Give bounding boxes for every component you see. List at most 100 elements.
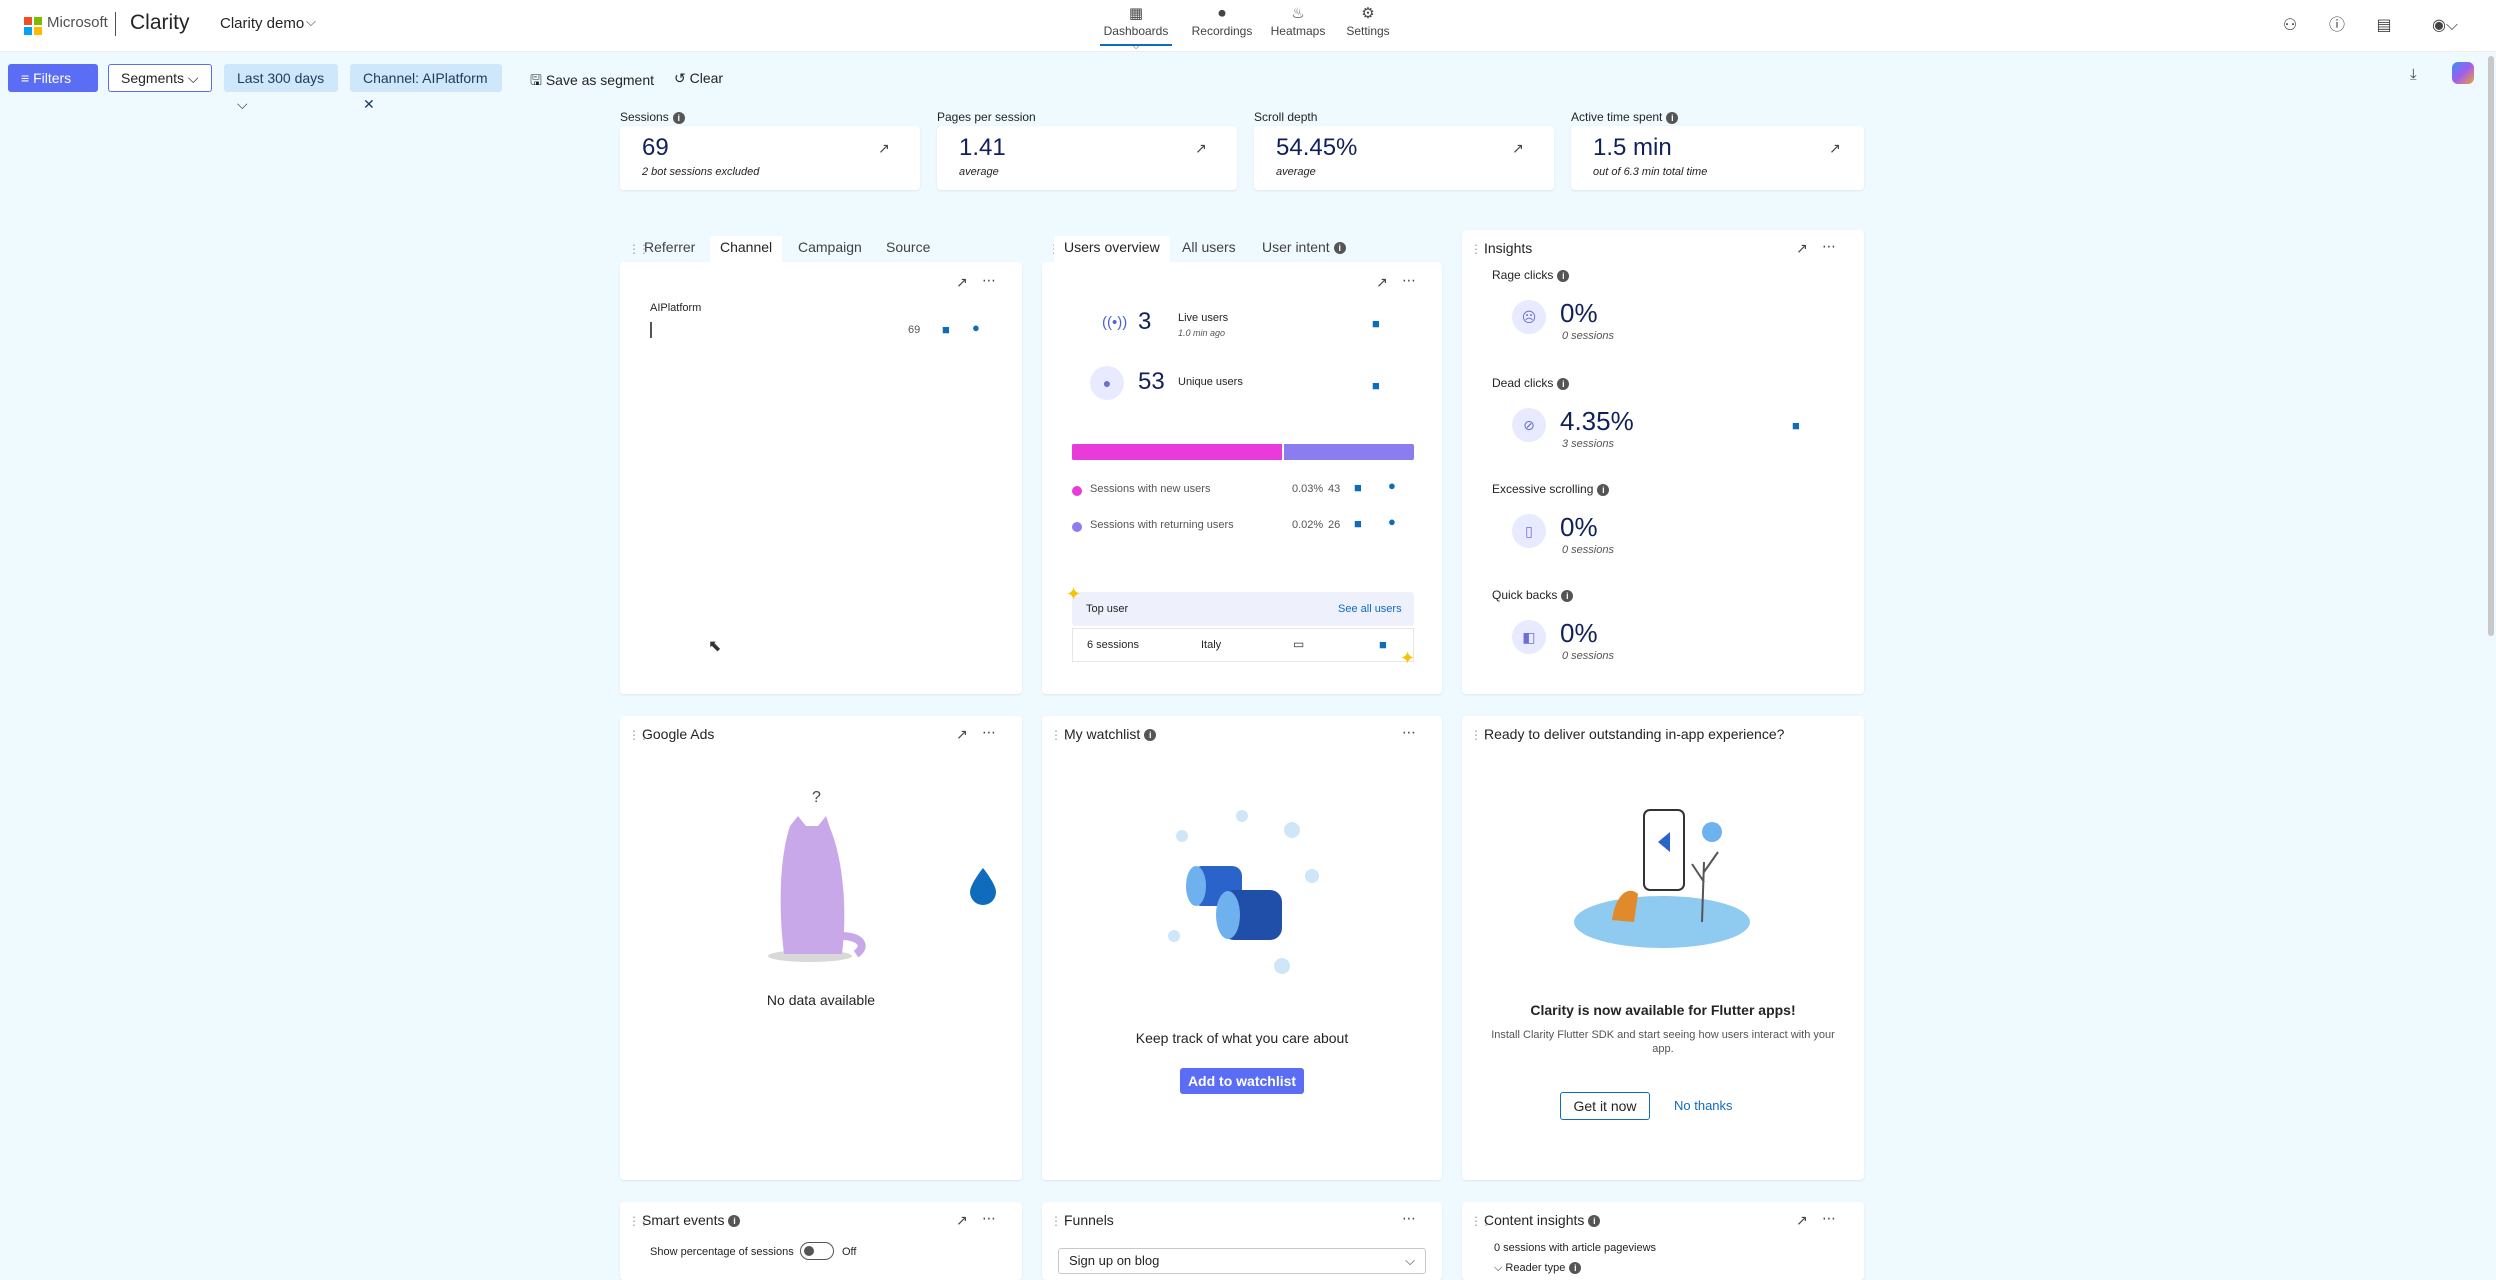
document-icon[interactable]: ▤ — [2376, 17, 2392, 34]
tab-user-intent[interactable]: User intent i — [1252, 236, 1356, 264]
clear-button[interactable]: ↺ Clear — [674, 70, 724, 86]
trend-chart-icon[interactable]: ↗ — [956, 1212, 968, 1228]
channel-row-bar — [650, 322, 652, 338]
dashboard-icon: ▦ — [1128, 5, 1144, 22]
nav-heatmaps[interactable]: ♨ Heatmaps — [1268, 4, 1328, 46]
recording-icon[interactable]: ■ — [1354, 480, 1362, 495]
recording-icon[interactable]: ■ — [1372, 378, 1380, 393]
water-drop-icon — [970, 868, 996, 905]
project-selector[interactable]: Clarity demo — [220, 15, 305, 32]
info-icon: i — [1569, 1262, 1582, 1275]
drag-handle-icon[interactable]: ⋮⋮ — [1470, 1214, 1492, 1228]
sessions-card: 69 2 bot sessions excluded ↗ — [620, 126, 920, 190]
new-users-label: Sessions with new users — [1090, 483, 1211, 495]
add-to-watchlist-button[interactable]: Add to watchlist — [1180, 1068, 1304, 1094]
heatmap-drop-icon[interactable]: ● — [1388, 478, 1396, 493]
info-icon: i — [1144, 729, 1157, 742]
channel-filter-chip[interactable]: Channel: AIPlatform ✕ — [350, 64, 502, 112]
segments-button[interactable]: Segments ⌵ — [108, 64, 212, 92]
nav-recordings[interactable]: ⏺ Recordings — [1191, 5, 1253, 38]
nav-settings[interactable]: ⚙ Settings — [1342, 4, 1394, 46]
date-range-chip[interactable]: Last 300 days ⌵ — [224, 64, 338, 112]
trend-chart-icon[interactable]: ↗ — [1796, 1212, 1808, 1228]
insights-panel: ⋮⋮ Insights ↗ ⋯ Rage clicks i ☹ 0% 0 sess… — [1462, 230, 1864, 694]
trend-chart-icon[interactable]: ↗ — [956, 274, 968, 290]
tab-all-users[interactable]: All users — [1182, 239, 1236, 255]
nav-dashboards[interactable]: ▦ Dashboards ⌵ — [1100, 4, 1172, 51]
trend-chart-icon[interactable]: ↗ — [1512, 140, 1524, 156]
save-as-segment-button[interactable]: 🖫 Save as segment — [530, 72, 654, 88]
recording-icon[interactable]: ■ — [1354, 516, 1362, 531]
scrollbar[interactable] — [2488, 56, 2494, 636]
more-options-icon[interactable]: ⋯ — [1822, 1210, 1836, 1226]
recording-icon[interactable]: ■ — [1792, 418, 1800, 433]
close-icon[interactable]: ✕ — [363, 96, 375, 112]
funnels-panel: ⋮⋮ Funnels ⋯ Sign up on blog ⌵ — [1042, 1202, 1442, 1280]
metric-value: 69 — [642, 134, 669, 161]
app-title[interactable]: Clarity — [130, 11, 190, 34]
tab-source[interactable]: Source — [886, 239, 931, 255]
recording-icon[interactable]: ■ — [1372, 316, 1380, 331]
trend-chart-icon[interactable]: ↗ — [1829, 140, 1841, 156]
heatmap-drop-icon[interactable]: ● — [972, 320, 980, 335]
tab-channel[interactable]: Channel — [710, 236, 783, 264]
trend-chart-icon[interactable]: ↗ — [1195, 140, 1207, 156]
reader-type-toggle[interactable]: ⌵ Reader type i — [1494, 1262, 1582, 1275]
get-it-now-button[interactable]: Get it now — [1560, 1092, 1650, 1120]
more-options-icon[interactable]: ⋯ — [1402, 1210, 1416, 1226]
top-bar: Microsoft Clarity Clarity demo ⌵ ▦ Dashb… — [0, 0, 2496, 52]
drag-handle-icon[interactable]: ⋮⋮ — [1470, 242, 1492, 256]
download-icon[interactable]: ⤓ — [2410, 66, 2417, 83]
percentage-toggle[interactable] — [800, 1242, 834, 1260]
funnel-select[interactable]: Sign up on blog ⌵ — [1058, 1248, 1426, 1274]
drag-handle-icon[interactable]: ⋮⋮ — [628, 728, 650, 742]
metric-value: 1.5 min — [1593, 134, 1672, 161]
insight-value: 0% — [1560, 618, 1598, 648]
more-options-icon[interactable]: ⋯ — [982, 272, 996, 288]
help-icon[interactable]: ⓘ — [2328, 17, 2345, 34]
no-thanks-link[interactable]: No thanks — [1674, 1098, 1733, 1113]
returning-users-label: Sessions with returning users — [1090, 519, 1234, 531]
drag-handle-icon[interactable]: ⋮⋮ — [1050, 728, 1072, 742]
confused-cat-illustration: ? — [768, 789, 866, 962]
trend-chart-icon[interactable]: ↗ — [956, 726, 968, 742]
tab-users-overview[interactable]: Users overview — [1054, 236, 1170, 264]
metric-label: Active time spent i — [1571, 110, 1679, 124]
new-users-count: 43 — [1328, 483, 1341, 495]
new-users-fill — [1072, 444, 1285, 460]
info-icon: i — [1557, 269, 1570, 282]
see-all-users-link[interactable]: See all users — [1338, 603, 1402, 615]
chevron-down-icon[interactable]: ⌵ — [306, 14, 316, 29]
info-icon: i — [728, 1215, 741, 1228]
account-icon[interactable]: ◉⌵ — [2431, 17, 2459, 34]
microsoft-logo-icon — [24, 17, 42, 35]
tab-campaign[interactable]: Campaign — [798, 239, 862, 255]
filters-button[interactable]: ≡ Filters — [8, 64, 98, 92]
funnels-title: Funnels — [1064, 1212, 1114, 1228]
trend-chart-icon[interactable]: ↗ — [1376, 274, 1388, 290]
copilot-icon[interactable] — [2452, 62, 2474, 84]
trend-chart-icon[interactable]: ↗ — [878, 140, 890, 156]
watchlist-title: My watchlist i — [1064, 726, 1157, 742]
recording-icon[interactable]: ■ — [942, 322, 950, 337]
heatmap-drop-icon[interactable]: ● — [1388, 514, 1396, 529]
trend-chart-icon[interactable]: ↗ — [1796, 240, 1808, 256]
more-options-icon[interactable]: ⋯ — [982, 724, 996, 740]
top-user-row[interactable]: 6 sessions Italy ▭ ■ — [1072, 628, 1414, 662]
users-overview-panel: ↗ ⋯ ((•)) 3 Live users 1.0 min ago ■ ● 5… — [1042, 262, 1442, 694]
drag-handle-icon[interactable]: ⋮⋮ — [628, 242, 650, 256]
drag-handle-icon[interactable]: ⋮⋮ — [628, 1214, 650, 1228]
recording-icon[interactable]: ■ — [1379, 637, 1387, 652]
channel-row-name: AIPlatform — [650, 302, 702, 314]
top-user-sessions: 6 sessions — [1087, 639, 1139, 651]
more-options-icon[interactable]: ⋯ — [1402, 724, 1416, 740]
share-users-icon[interactable]: ⚇ — [2282, 17, 2298, 34]
tab-referrer[interactable]: Referrer — [644, 239, 696, 255]
drag-handle-icon[interactable]: ⋮⋮ — [1470, 728, 1492, 742]
live-users-value: 3 — [1138, 308, 1152, 335]
more-options-icon[interactable]: ⋯ — [982, 1210, 996, 1226]
top-user-header: Top user See all users — [1072, 592, 1414, 626]
more-options-icon[interactable]: ⋯ — [1402, 272, 1416, 288]
more-options-icon[interactable]: ⋯ — [1822, 238, 1836, 254]
drag-handle-icon[interactable]: ⋮⋮ — [1050, 1214, 1072, 1228]
